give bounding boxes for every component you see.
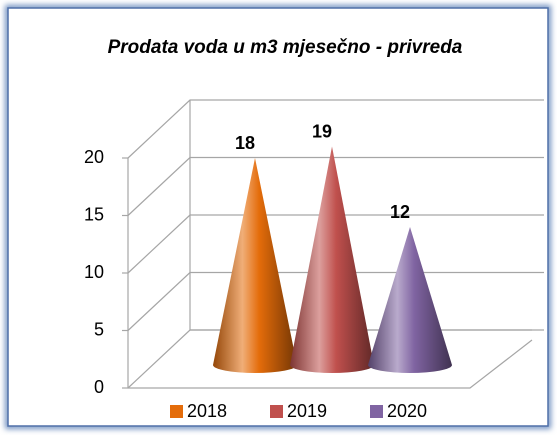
legend-swatch (270, 405, 283, 418)
y-tick-label: 20 (84, 147, 104, 167)
y-tick-label: 15 (84, 204, 104, 224)
grid-line (127, 99, 544, 159)
legend-swatch (370, 405, 383, 418)
legend-label: 2019 (287, 401, 327, 421)
legend-label: 2020 (387, 401, 427, 421)
floor (128, 339, 533, 389)
grid-line (127, 156, 544, 216)
cone (290, 146, 374, 373)
y-tick-label: 0 (94, 377, 104, 397)
value-label: 19 (312, 121, 332, 141)
cone (368, 227, 452, 373)
y-tick-label: 10 (84, 262, 104, 282)
chart-title: Prodata voda u m3 mjesečno - privreda (108, 37, 463, 58)
value-label: 18 (235, 133, 255, 153)
grid-line (127, 271, 544, 331)
grid-line (127, 214, 544, 274)
cone (213, 158, 297, 373)
value-label: 12 (390, 202, 410, 222)
y-tick-label: 5 (94, 319, 104, 339)
legend-swatch (170, 405, 183, 418)
legend-label: 2018 (187, 401, 227, 421)
